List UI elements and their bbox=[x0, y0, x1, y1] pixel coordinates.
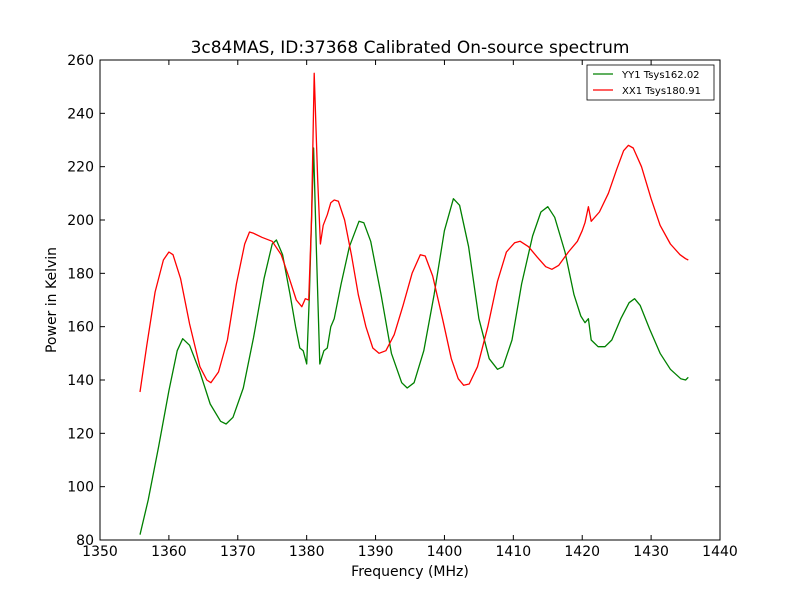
y-tick-label: 120 bbox=[67, 426, 94, 442]
y-tick-label: 140 bbox=[67, 373, 94, 389]
x-tick-label: 1410 bbox=[496, 544, 532, 560]
y-tick-label: 80 bbox=[76, 533, 94, 549]
series-line-0 bbox=[139, 147, 689, 535]
x-tick-label: 1390 bbox=[358, 544, 394, 560]
x-tick-label: 1400 bbox=[427, 544, 463, 560]
chart-title: 3c84MAS, ID:37368 Calibrated On-source s… bbox=[191, 38, 630, 58]
x-tick-label: 1430 bbox=[633, 544, 669, 560]
y-tick-label: 220 bbox=[67, 160, 94, 176]
y-tick-label: 180 bbox=[67, 266, 94, 282]
y-tick-label: 240 bbox=[67, 106, 94, 122]
x-tick-label: 1360 bbox=[151, 544, 187, 560]
y-tick-label: 100 bbox=[67, 480, 94, 496]
y-tick-label: 200 bbox=[67, 213, 94, 229]
x-tick-label: 1370 bbox=[220, 544, 256, 560]
legend-label-1: XX1 Tsys180.91 bbox=[622, 86, 701, 97]
series-layer bbox=[139, 72, 689, 535]
series-line-1 bbox=[139, 72, 689, 393]
x-tick-label: 1350 bbox=[82, 544, 118, 560]
x-tick-label: 1440 bbox=[702, 544, 738, 560]
legend-label-0: YY1 Tsys162.02 bbox=[621, 70, 700, 81]
x-tick-label: 1380 bbox=[289, 544, 325, 560]
plot-frame bbox=[99, 59, 721, 541]
legend: YY1 Tsys162.02 XX1 Tsys180.91 bbox=[586, 64, 715, 101]
y-tick-label: 260 bbox=[67, 53, 94, 69]
legend-box bbox=[586, 64, 715, 101]
x-axis-label: Frequency (MHz) bbox=[351, 564, 469, 580]
x-tick-label: 1420 bbox=[564, 544, 600, 560]
y-axis-label: Power in Kelvin bbox=[44, 247, 60, 353]
tick-layer: 1350 1360 1370 1380 1390 1400 1410 1420 1430 1440… bbox=[67, 53, 738, 560]
y-tick-label: 160 bbox=[67, 320, 94, 336]
plot-area bbox=[100, 60, 720, 540]
